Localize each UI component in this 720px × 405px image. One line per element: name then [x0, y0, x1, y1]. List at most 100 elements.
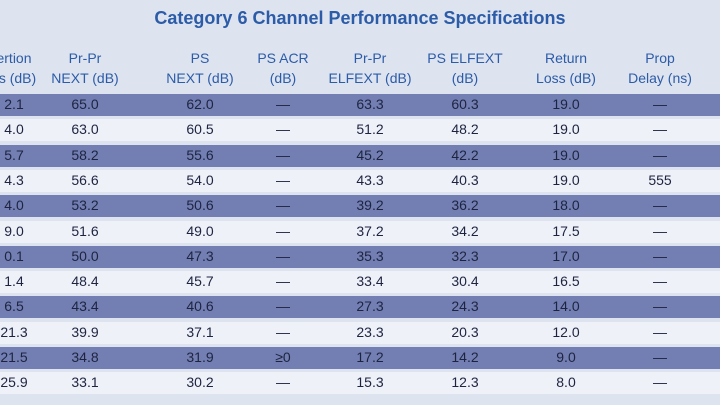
table-cell: 65.0 — [71, 96, 99, 112]
table-cell: — — [276, 171, 290, 188]
table-cell: 0.1 — [4, 247, 24, 264]
table-cell: 8.0 — [556, 374, 576, 391]
table-cell: 19.0 — [552, 121, 580, 138]
table-cell: 47.3 — [186, 247, 214, 264]
table-cell: 63.0 — [71, 121, 99, 138]
table-cell: 19.0 — [552, 146, 580, 163]
table-cell: 5.7 — [4, 146, 24, 163]
table-cell: 33.1 — [71, 374, 99, 391]
table-row: 9.0 51.6 49.0 — 37.2 34.2 17.5 — — [0, 220, 720, 243]
table-cell: 36.2 — [451, 197, 479, 214]
column-header: Pr-Pr — [68, 50, 102, 66]
column-header: Pr-Pr — [353, 50, 387, 66]
table-cell: — — [653, 374, 667, 391]
table-cell: 50.0 — [71, 247, 99, 264]
table-cell: 60.3 — [451, 96, 479, 112]
table-cell: — — [276, 96, 290, 112]
table-cell: 14.0 — [552, 298, 580, 315]
column-header: Loss (dB) — [536, 70, 596, 86]
table-cell: 15.3 — [356, 374, 384, 391]
table-cell: 60.5 — [186, 121, 214, 138]
column-header: (dB) — [451, 70, 479, 86]
table-cell: — — [276, 374, 290, 391]
table-cell: 17.5 — [552, 222, 580, 239]
table-cell: 27.3 — [356, 298, 384, 315]
table-cell: 4.0 — [4, 121, 24, 138]
table-cell: 35.3 — [356, 247, 384, 264]
column-header: Delay (ns) — [628, 70, 692, 86]
table-cell: 17.0 — [552, 247, 580, 264]
table-cell: 9.0 — [556, 349, 576, 365]
table-cell: 43.4 — [71, 298, 99, 315]
column-header: Prop — [645, 50, 675, 66]
table-cell: 18.0 — [552, 197, 580, 214]
table-title: Category 6 Channel Performance Specifica… — [154, 8, 566, 28]
column-header: NEXT (dB) — [51, 70, 119, 86]
table-cell: 1.4 — [4, 273, 24, 290]
table-cell: — — [653, 121, 667, 138]
table-cell: 19.0 — [552, 96, 580, 112]
table-row: 6.5 43.4 40.6 — 27.3 24.3 14.0 — — [0, 296, 720, 319]
table-cell: 40.3 — [451, 171, 479, 188]
table-cell: 33.4 — [356, 273, 384, 290]
table-cell: 17.2 — [356, 349, 384, 365]
table-row: 1.4 48.4 45.7 — 33.4 30.4 16.5 — — [0, 271, 720, 294]
column-header: (dB) — [269, 70, 297, 86]
table-row: 21.3 39.9 37.1 — 23.3 20.3 12.0 — — [0, 321, 720, 344]
table-cell: 2.1 — [4, 96, 24, 112]
table-cell: 14.2 — [451, 349, 479, 365]
table-cell: 53.2 — [71, 197, 99, 214]
table-cell: 32.3 — [451, 247, 479, 264]
table-cell: — — [653, 323, 667, 340]
table-cell: 55.6 — [186, 146, 214, 163]
table-cell: — — [653, 247, 667, 264]
table-cell: 25.9 — [0, 374, 28, 391]
table-cell: 37.1 — [186, 323, 214, 340]
table-row: 2.1 65.0 62.0 — 63.3 60.3 19.0 — — [0, 94, 720, 116]
table-cell: 40.6 — [186, 298, 214, 315]
table-cell: — — [276, 298, 290, 315]
table-cell: 51.2 — [356, 121, 384, 138]
table-cell: 30.2 — [186, 374, 214, 391]
table-cell: 21.5 — [0, 349, 28, 365]
table-cell: 20.3 — [451, 323, 479, 340]
table-cell: — — [653, 349, 667, 365]
table-cell: — — [276, 247, 290, 264]
table-cell: — — [276, 197, 290, 214]
table-cell: — — [653, 298, 667, 315]
table-cell: 50.6 — [186, 197, 214, 214]
table-cell: 16.5 — [552, 273, 580, 290]
table-cell: 23.3 — [356, 323, 384, 340]
table-cell: — — [653, 222, 667, 239]
table-row: 25.9 33.1 30.2 — 15.3 12.3 8.0 — — [0, 372, 720, 395]
table-cell: 34.2 — [451, 222, 479, 239]
table-cell: — — [276, 323, 290, 340]
table-cell: 21.3 — [0, 323, 28, 340]
table-cell: 19.0 — [552, 171, 580, 188]
table-row: 4.0 53.2 50.6 — 39.2 36.2 18.0 — — [0, 195, 720, 218]
column-header: PS — [190, 50, 210, 66]
table-cell: 54.0 — [186, 171, 214, 188]
table-cell: 34.8 — [71, 349, 99, 365]
table-cell: 4.0 — [4, 197, 24, 214]
table-cell: 58.2 — [71, 146, 99, 163]
table-row: 4.0 63.0 60.5 — 51.2 48.2 19.0 — — [0, 119, 720, 142]
table-cell: 37.2 — [356, 222, 384, 239]
table-cell: 39.2 — [356, 197, 384, 214]
table-cell: 45.7 — [186, 273, 214, 290]
table-cell: 12.3 — [451, 374, 479, 391]
column-header: Return — [544, 50, 588, 66]
table-cell: — — [276, 121, 290, 138]
column-header: PS ACR — [257, 50, 309, 66]
column-header: PS ELFEXT — [427, 50, 503, 66]
table-cell: 63.3 — [356, 96, 384, 112]
table-cell: 555 — [648, 171, 672, 188]
column-header: NEXT (dB) — [166, 70, 234, 86]
table-cell: 6.5 — [4, 298, 24, 315]
table-cell: — — [276, 222, 290, 239]
table-row: 21.5 34.8 31.9 ≥0 17.2 14.2 9.0 — — [0, 347, 720, 369]
table-cell: — — [653, 273, 667, 290]
table-cell: 48.2 — [451, 121, 479, 138]
table-cell: — — [653, 146, 667, 163]
